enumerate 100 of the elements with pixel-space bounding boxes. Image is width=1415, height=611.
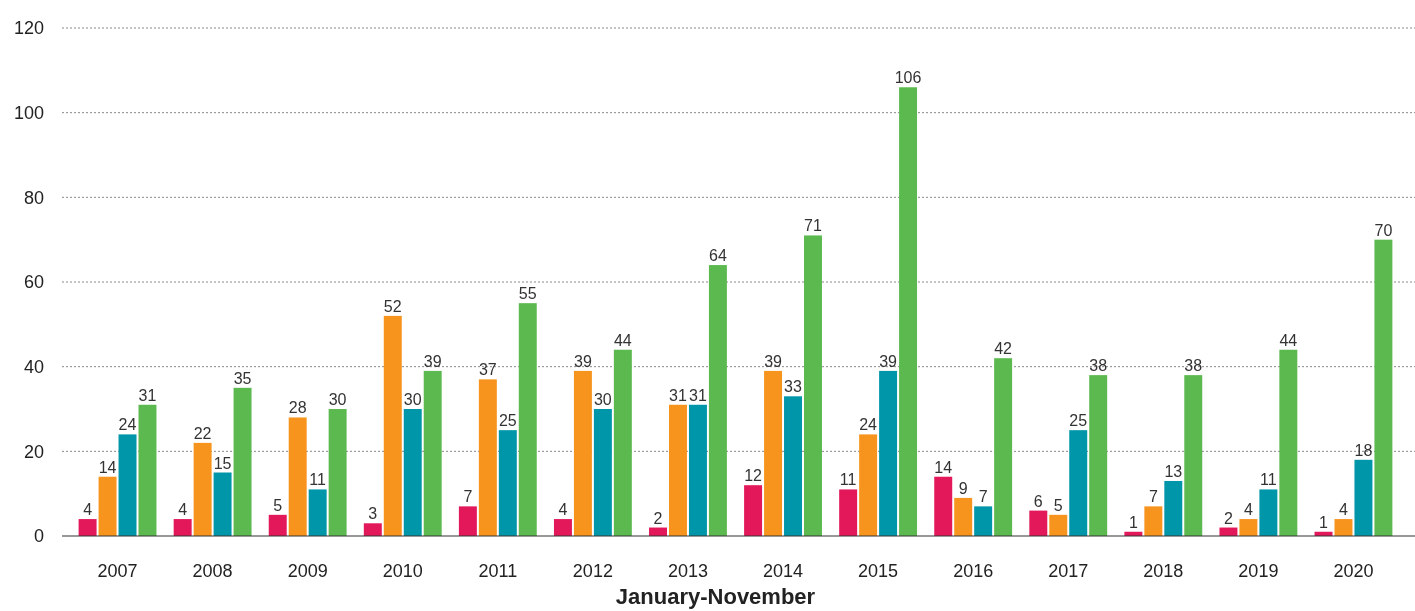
data-label: 31 xyxy=(138,386,157,404)
data-label: 5 xyxy=(1053,496,1063,514)
data-label: 33 xyxy=(784,378,803,396)
bar xyxy=(403,409,422,536)
data-label: 52 xyxy=(383,297,402,315)
bar xyxy=(1279,349,1298,536)
x-tick-label: 2017 xyxy=(1048,561,1089,581)
x-tick-label: 2008 xyxy=(192,561,233,581)
data-label: 14 xyxy=(98,458,117,476)
data-label: 5 xyxy=(273,496,283,514)
data-label: 30 xyxy=(328,391,347,408)
data-label: 4 xyxy=(1339,501,1349,519)
bar xyxy=(804,235,822,536)
data-label: 55 xyxy=(518,285,537,303)
bar xyxy=(839,489,858,536)
bar xyxy=(268,514,287,536)
bar xyxy=(1354,459,1373,536)
data-label: 39 xyxy=(764,352,783,370)
y-tick-label: 20 xyxy=(23,441,44,462)
x-axis-title: January-November xyxy=(615,584,816,609)
bar xyxy=(288,417,307,536)
bar xyxy=(1069,430,1088,536)
data-label: 24 xyxy=(859,416,878,434)
data-label: 4 xyxy=(83,501,93,519)
data-label: 30 xyxy=(593,391,612,408)
data-label: 7 xyxy=(1148,488,1158,506)
bar xyxy=(708,265,727,536)
data-label: 71 xyxy=(804,217,822,235)
bar xyxy=(593,409,612,536)
data-label: 37 xyxy=(478,361,497,379)
data-label: 1 xyxy=(1128,513,1138,531)
data-label: 31 xyxy=(689,386,707,404)
x-tick-label: 2009 xyxy=(287,561,328,581)
bar xyxy=(764,370,783,536)
bar xyxy=(1239,519,1258,536)
y-tick-label: 80 xyxy=(23,187,44,208)
y-tick-label: 40 xyxy=(23,356,44,377)
data-label: 70 xyxy=(1374,221,1393,239)
bar xyxy=(518,303,537,536)
data-label: 15 xyxy=(213,454,232,472)
data-label: 9 xyxy=(958,479,968,497)
data-label: 39 xyxy=(423,352,442,370)
bar xyxy=(688,404,707,536)
bar xyxy=(363,523,382,536)
bar xyxy=(213,472,232,536)
data-label: 64 xyxy=(709,247,727,265)
data-label: 31 xyxy=(669,386,687,404)
data-label: 11 xyxy=(839,471,857,489)
data-label: 2 xyxy=(1223,509,1233,527)
data-label: 4 xyxy=(178,501,188,519)
bar xyxy=(613,349,632,536)
bar xyxy=(954,497,973,536)
bar xyxy=(478,379,497,536)
x-tick-label: 2011 xyxy=(478,561,518,581)
x-tick-label: 2013 xyxy=(667,561,708,581)
x-tick-label: 2020 xyxy=(1333,561,1374,581)
bar xyxy=(1049,514,1068,536)
data-label: 11 xyxy=(309,471,327,489)
bar xyxy=(1029,510,1048,536)
data-label: 18 xyxy=(1354,441,1373,459)
bar xyxy=(553,519,572,536)
bar xyxy=(899,87,918,536)
x-tick-label: 2012 xyxy=(572,561,613,581)
bar xyxy=(458,506,477,536)
data-label: 30 xyxy=(403,391,422,408)
bar xyxy=(233,387,252,536)
x-tick-label: 2010 xyxy=(382,561,423,581)
data-label: 35 xyxy=(233,369,252,387)
y-tick-label: 120 xyxy=(13,18,44,39)
bar xyxy=(1144,506,1163,536)
bar xyxy=(1334,519,1353,536)
data-label: 3 xyxy=(368,505,378,523)
data-label: 11 xyxy=(1260,471,1277,489)
bar xyxy=(573,370,592,536)
bar xyxy=(78,519,97,536)
data-label: 38 xyxy=(1184,357,1203,375)
x-tick-label: 2018 xyxy=(1143,561,1184,581)
bar xyxy=(383,315,402,536)
data-label: 25 xyxy=(498,412,517,430)
data-label: 28 xyxy=(288,399,307,417)
bar xyxy=(138,404,157,536)
x-tick-label: 2015 xyxy=(858,561,899,581)
data-label: 44 xyxy=(613,331,632,349)
data-label: 38 xyxy=(1089,357,1108,375)
bar xyxy=(859,434,878,536)
bar xyxy=(784,396,802,536)
data-label: 4 xyxy=(1243,501,1253,519)
data-label: 25 xyxy=(1069,412,1088,430)
data-label: 39 xyxy=(879,352,898,370)
bar xyxy=(974,506,993,536)
data-label: 13 xyxy=(1164,462,1183,480)
bar xyxy=(423,370,442,536)
y-tick-label: 60 xyxy=(23,272,44,293)
data-label: 7 xyxy=(978,488,988,506)
bar xyxy=(879,370,898,536)
data-label: 106 xyxy=(894,69,922,87)
bar xyxy=(669,404,687,536)
data-label: 22 xyxy=(193,424,212,442)
data-label: 1 xyxy=(1319,513,1329,531)
bar xyxy=(1259,489,1278,536)
